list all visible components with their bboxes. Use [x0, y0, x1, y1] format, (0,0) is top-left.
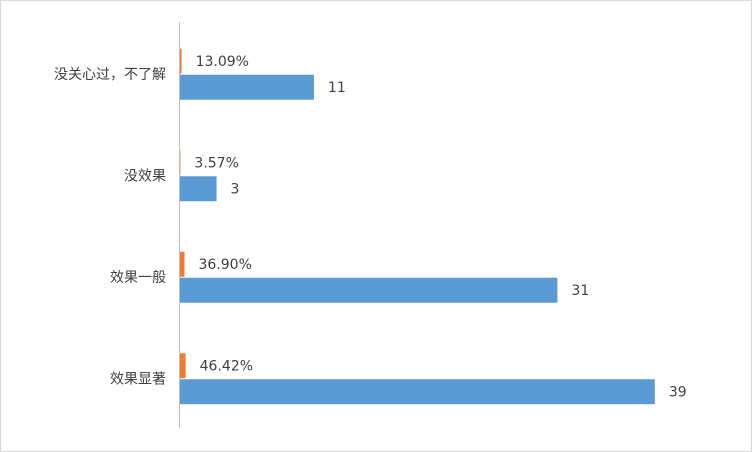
data-label: 11 [328, 80, 346, 96]
bar [180, 353, 186, 379]
data-label: 36.90% [198, 257, 251, 273]
y-tick-label: 没效果 [124, 168, 166, 184]
bar [180, 277, 558, 303]
data-label: 46.42% [200, 358, 253, 374]
bar [180, 74, 314, 100]
data-label: 39 [669, 384, 687, 400]
bar [180, 176, 217, 202]
bar [180, 379, 655, 405]
bar [180, 48, 182, 74]
y-tick-label: 效果显著 [110, 371, 166, 387]
data-label: 13.09% [196, 54, 249, 70]
y-tick-label: 没关心过，不了解 [54, 67, 166, 83]
bar [180, 251, 185, 277]
y-tick-label: 效果一般 [110, 270, 166, 286]
data-label: 3.57% [194, 155, 238, 171]
data-label: 31 [571, 283, 589, 299]
data-label: 3 [231, 181, 240, 197]
